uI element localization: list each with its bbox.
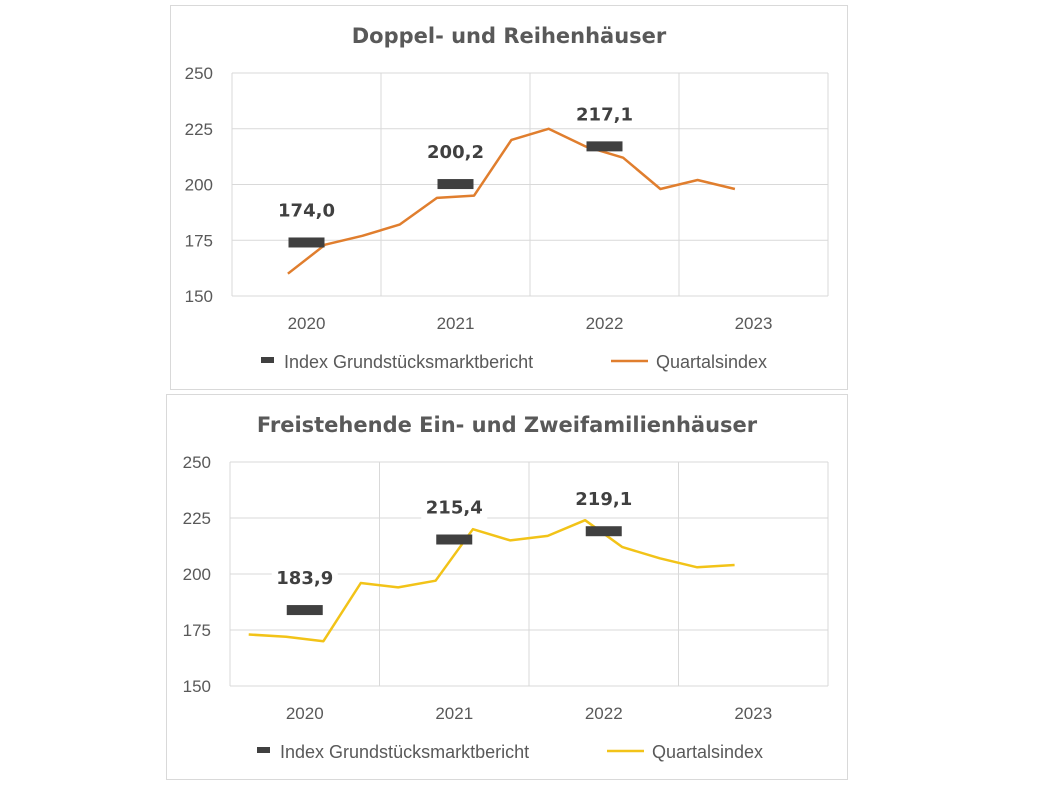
x-tick-label: 2023 bbox=[735, 314, 773, 333]
x-tick-label: 2020 bbox=[288, 314, 326, 333]
y-tick-label: 175 bbox=[183, 621, 211, 640]
y-tick-label: 150 bbox=[185, 287, 213, 306]
y-tick-label: 150 bbox=[183, 677, 211, 696]
x-tick-label: 2020 bbox=[286, 704, 324, 723]
x-tick-label: 2022 bbox=[585, 704, 623, 723]
data-label: 183,9 bbox=[276, 568, 333, 589]
y-tick-label: 175 bbox=[185, 231, 213, 250]
x-tick-label: 2021 bbox=[437, 314, 475, 333]
data-label: 217,1 bbox=[576, 104, 633, 125]
legend-marker-swatch bbox=[261, 357, 274, 363]
chart-svg: Freistehende Ein- und Zweifamilienhäuser… bbox=[183, 413, 829, 762]
y-tick-label: 200 bbox=[183, 565, 211, 584]
data-label-background bbox=[271, 561, 338, 592]
x-tick-label: 2022 bbox=[586, 314, 624, 333]
legend-label-quartalsindex: Quartalsindex bbox=[656, 352, 767, 372]
data-label-background bbox=[273, 193, 340, 224]
legend-label-index: Index Grundstücksmarktbericht bbox=[284, 352, 533, 372]
chart-title: Doppel- und Reihenhäuser bbox=[352, 24, 667, 48]
index-marker bbox=[286, 605, 323, 616]
data-label: 200,2 bbox=[427, 142, 484, 163]
x-tick-label: 2023 bbox=[734, 704, 772, 723]
chart-panel-freistehende-haeuser: Freistehende Ein- und Zweifamilienhäuser… bbox=[166, 394, 848, 780]
y-tick-label: 250 bbox=[183, 453, 211, 472]
index-marker bbox=[288, 237, 325, 248]
quartalsindex-line bbox=[248, 518, 735, 643]
y-tick-label: 200 bbox=[185, 176, 213, 195]
legend-marker-swatch bbox=[257, 747, 270, 753]
y-tick-label: 250 bbox=[185, 64, 213, 83]
data-label: 215,4 bbox=[426, 498, 483, 519]
data-label-background bbox=[570, 482, 637, 513]
x-tick-label: 2021 bbox=[435, 704, 473, 723]
data-label: 174,0 bbox=[278, 200, 335, 221]
y-tick-label: 225 bbox=[183, 509, 211, 528]
quartalsindex-line bbox=[287, 127, 736, 275]
chart-title: Freistehende Ein- und Zweifamilienhäuser bbox=[257, 413, 758, 437]
data-label-background bbox=[421, 490, 488, 521]
data-label: 219,1 bbox=[575, 489, 632, 510]
data-label-background bbox=[422, 135, 489, 166]
index-marker bbox=[437, 179, 474, 190]
legend-label-quartalsindex: Quartalsindex bbox=[652, 742, 763, 762]
chart-svg: Doppel- und Reihenhäuser 150 175 200 225 250 2… bbox=[185, 24, 829, 372]
y-tick-label: 225 bbox=[185, 120, 213, 139]
index-marker bbox=[585, 526, 622, 537]
data-label-background bbox=[571, 97, 638, 128]
legend-label-index: Index Grundstücksmarktbericht bbox=[280, 742, 529, 762]
index-marker bbox=[436, 534, 473, 545]
index-marker bbox=[586, 141, 623, 152]
chart-panel-doppel-reihenhaeuser: Doppel- und Reihenhäuser 150 175 200 225 250 2… bbox=[170, 5, 848, 390]
